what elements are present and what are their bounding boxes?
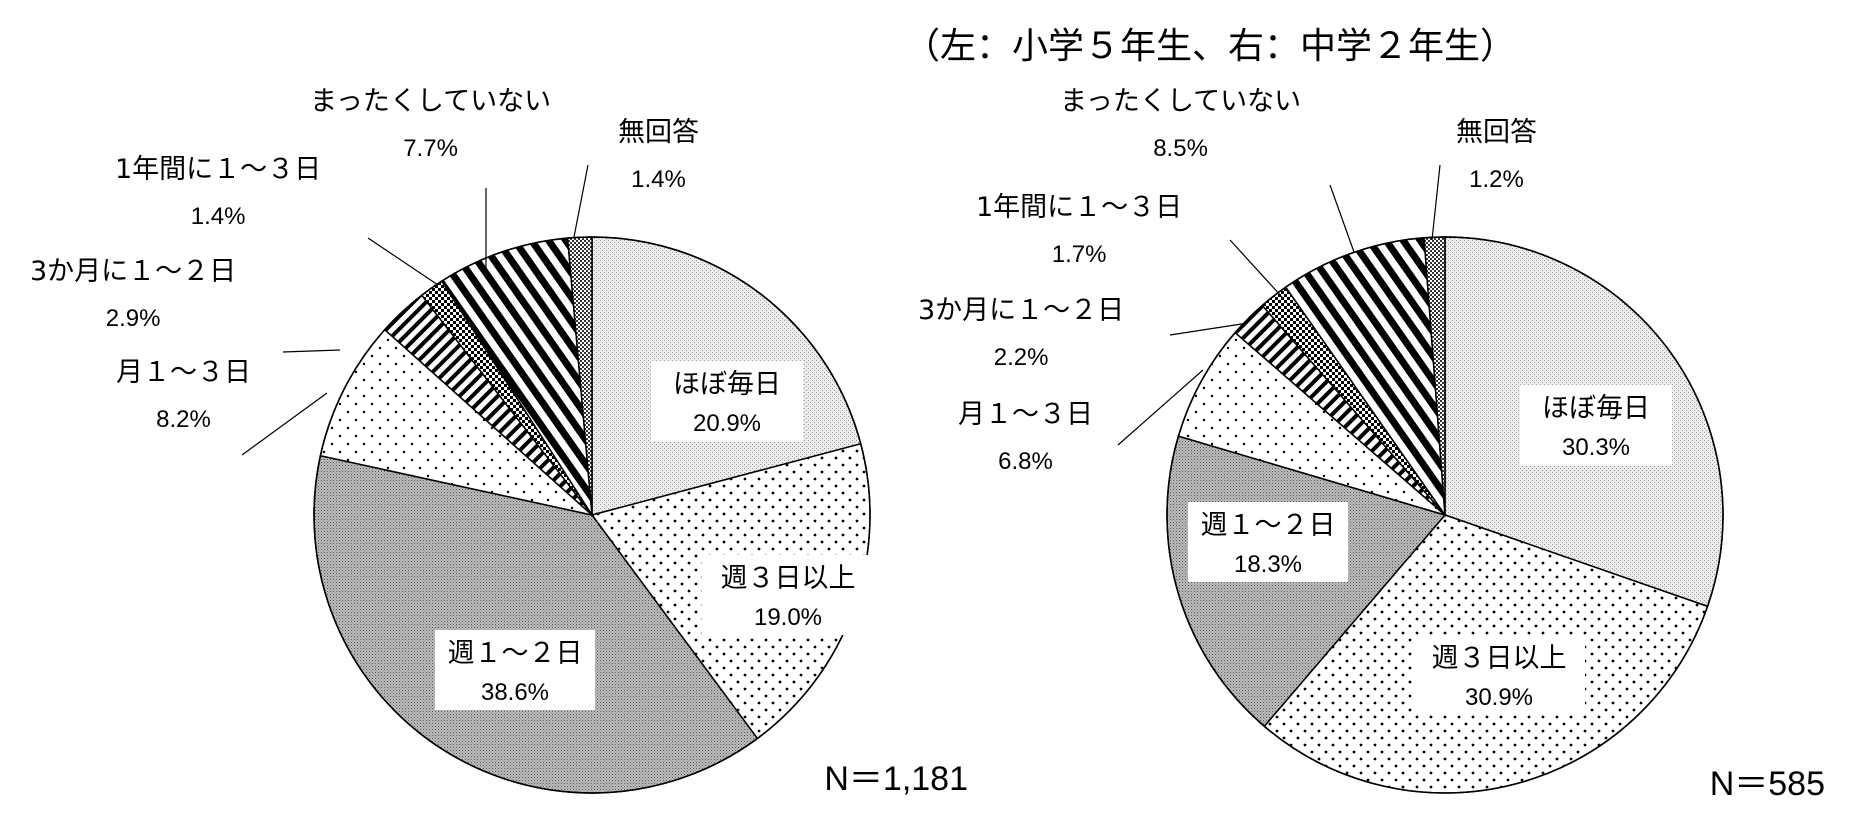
pie-1-slice-pct-3: 6.8%	[998, 448, 1053, 475]
pie-1-slice-label-4: 3か月に１～２日	[918, 295, 1124, 326]
pie-0-slice-label-0: ほぼ毎日	[673, 369, 781, 400]
pie-0-slice-pct-1: 19.0%	[754, 604, 822, 631]
pie-0-slice-pct-6: 7.7%	[403, 135, 458, 162]
pie-0-leader-7	[573, 164, 589, 238]
pie-0-slice-pct-5: 1.4%	[191, 203, 246, 230]
pie-0-leader-3	[241, 392, 328, 456]
pie-1-slice-label-6: まったくしていない	[1060, 86, 1301, 117]
pie-0-slice-label-5: 1年間に１～３日	[115, 154, 321, 185]
pie-0-leader-4	[282, 349, 341, 353]
pie-1-outline	[1166, 236, 1724, 794]
pie-0-slice-pct-0: 20.9%	[693, 410, 761, 437]
pie-1-slice-pct-6: 8.5%	[1153, 135, 1208, 162]
pie-1-slice-pct-2: 18.3%	[1234, 551, 1302, 578]
pie-1-slice-label-2: 週１～２日	[1201, 510, 1336, 541]
pie-1-slice-label-0: ほぼ毎日	[1542, 393, 1650, 424]
pie-0-slice-pct-4: 2.9%	[106, 305, 161, 332]
pie-1-label-box-0	[1520, 385, 1672, 465]
pie-1-leader-7	[1431, 164, 1441, 241]
pie-1-slice-pct-7: 1.2%	[1469, 166, 1524, 193]
pie-0-label-box-2	[435, 630, 595, 710]
pie-1-leader-3	[1117, 369, 1204, 446]
pie-0-slice-label-4: 3か月に１～２日	[30, 256, 236, 287]
n-label-right: N＝585	[1710, 765, 1825, 803]
pie-0-slice-label-6: まったくしていない	[310, 86, 551, 117]
pie-1-slice-pct-0: 30.3%	[1562, 434, 1630, 461]
pie-1-slice-label-1: 週３日以上	[1432, 643, 1567, 674]
pie-1-leader-4	[1169, 322, 1249, 336]
pie-0-slice-label-3: 月１～３日	[116, 357, 251, 388]
pie-1-slice-pct-5: 1.7%	[1052, 241, 1107, 268]
pie-0-slice-label-7: 無回答	[618, 117, 699, 148]
chart-caption: （左：小学５年生、右：中学２年生）	[904, 26, 1516, 67]
pie-0-slice-pct-7: 1.4%	[631, 166, 686, 193]
pie-1-leader-6	[1329, 184, 1355, 253]
pie-0-slice-label-1: 週３日以上	[721, 563, 856, 594]
pie-chart-right: ほぼ毎日 30.3% 週３日以上 30.9% 週１～２日 18.3% 月１～３日 6.8% 3か…	[918, 86, 1825, 803]
pie-1-slice-pct-1: 30.9%	[1465, 684, 1533, 711]
pie-chart-left: ほぼ毎日 20.9% 週３日以上 19.0% 週１～２日 38.6% 月１～３日 8.2% 3か…	[30, 86, 968, 798]
pie-1-slice-label-3: 月１～３日	[958, 399, 1093, 430]
pie-0-leader-5	[367, 237, 439, 286]
pie-0-label-box-0	[651, 361, 803, 441]
pie-1-label-box-1	[1413, 635, 1585, 715]
pie-1-slice-label-7: 無回答	[1456, 117, 1537, 148]
pie-0-slice-pct-2: 38.6%	[481, 679, 549, 706]
n-label-left: N＝1,181	[824, 760, 968, 798]
pie-1-leader-5	[1229, 239, 1283, 298]
pie-0-outline	[313, 236, 871, 794]
pie-1-slice-label-5: 1年間に１～３日	[976, 192, 1182, 223]
pie-0-label-box-1	[702, 555, 874, 635]
pie-0-slice-pct-3: 8.2%	[156, 406, 211, 433]
pie-0-slice-label-2: 週１～２日	[448, 638, 583, 669]
pie-1-label-box-2	[1188, 502, 1348, 582]
pie-1-slice-pct-4: 2.2%	[994, 344, 1049, 371]
